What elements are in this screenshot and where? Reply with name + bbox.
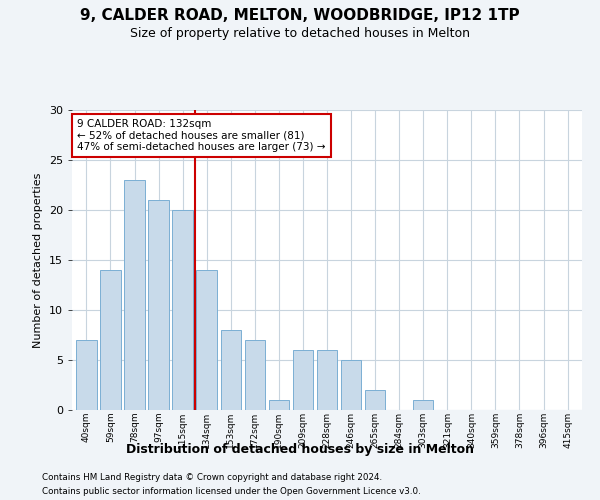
Bar <box>148 200 169 410</box>
Text: 9, CALDER ROAD, MELTON, WOODBRIDGE, IP12 1TP: 9, CALDER ROAD, MELTON, WOODBRIDGE, IP12… <box>80 8 520 22</box>
Bar <box>293 350 313 410</box>
Text: Size of property relative to detached houses in Melton: Size of property relative to detached ho… <box>130 28 470 40</box>
Bar <box>245 340 265 410</box>
Bar <box>100 270 121 410</box>
Bar <box>196 270 217 410</box>
Bar <box>365 390 385 410</box>
Bar <box>341 360 361 410</box>
Text: Contains public sector information licensed under the Open Government Licence v3: Contains public sector information licen… <box>42 488 421 496</box>
Bar <box>317 350 337 410</box>
Bar <box>76 340 97 410</box>
Text: Contains HM Land Registry data © Crown copyright and database right 2024.: Contains HM Land Registry data © Crown c… <box>42 472 382 482</box>
Text: Distribution of detached houses by size in Melton: Distribution of detached houses by size … <box>126 442 474 456</box>
Bar <box>413 400 433 410</box>
Bar <box>172 210 193 410</box>
Bar <box>221 330 241 410</box>
Bar <box>269 400 289 410</box>
Text: 9 CALDER ROAD: 132sqm
← 52% of detached houses are smaller (81)
47% of semi-deta: 9 CALDER ROAD: 132sqm ← 52% of detached … <box>77 119 326 152</box>
Y-axis label: Number of detached properties: Number of detached properties <box>33 172 43 348</box>
Bar <box>124 180 145 410</box>
